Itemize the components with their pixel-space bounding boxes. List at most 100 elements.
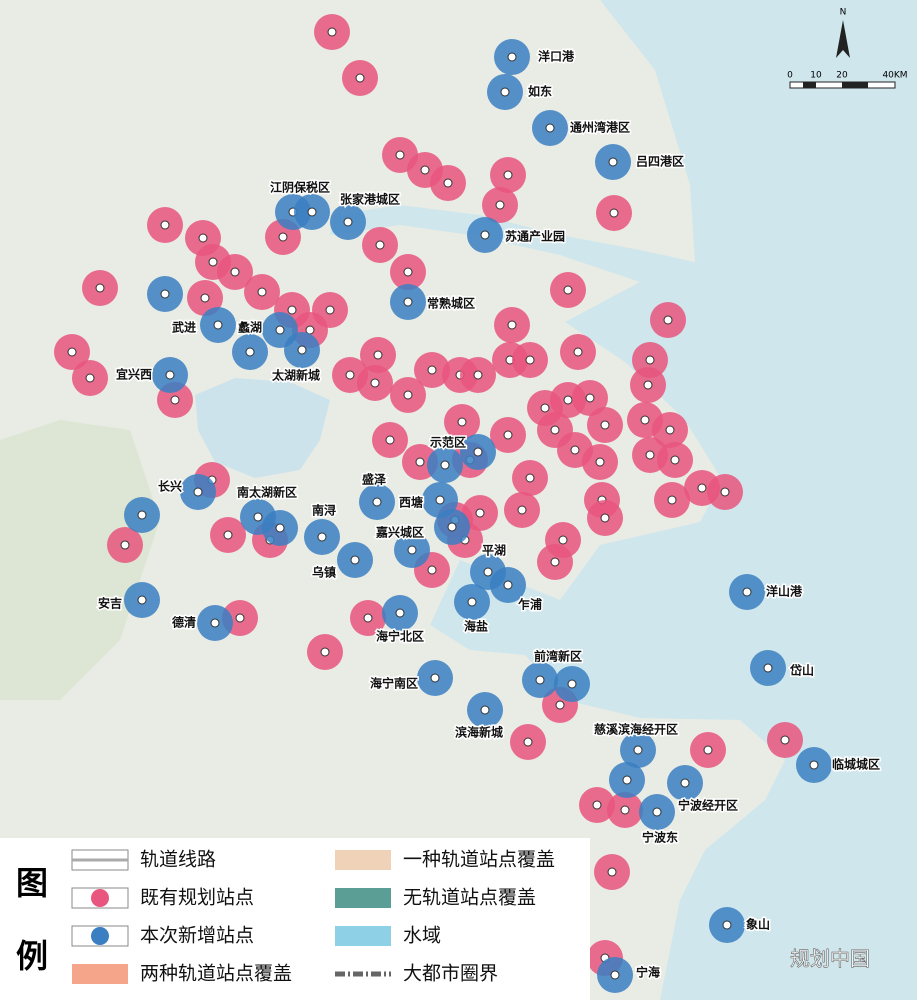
scale-label: 10 [810, 71, 822, 81]
new-station-center [160, 289, 170, 299]
existing-station-center [665, 425, 675, 435]
existing-station-center [415, 457, 425, 467]
hills [0, 420, 160, 700]
existing-station-center [645, 450, 655, 460]
place-label: 滨海新城 [455, 725, 503, 740]
existing-station-center [473, 370, 483, 380]
existing-station-center [403, 267, 413, 277]
existing-station-center [600, 420, 610, 430]
existing-station-center [503, 170, 513, 180]
swatch-new [91, 927, 109, 945]
existing-station-center [420, 165, 430, 175]
place-label: 宁波经开区 [678, 798, 738, 813]
existing-station-center [208, 257, 218, 267]
new-station-center [633, 745, 643, 755]
existing-station-center [523, 737, 533, 747]
existing-station-center [525, 355, 535, 365]
existing-station-center [320, 647, 330, 657]
existing-station-center [645, 355, 655, 365]
existing-station-center [667, 495, 677, 505]
existing-station-center [720, 487, 730, 497]
existing-station-center [95, 283, 105, 293]
existing-station-center [540, 403, 550, 413]
existing-station-center [257, 287, 267, 297]
new-station-center [137, 510, 147, 520]
existing-station-center [385, 435, 395, 445]
new-station-center [440, 460, 450, 470]
watermark: 规划中国 [790, 947, 870, 971]
existing-station-center [457, 417, 467, 427]
new-station-center [395, 608, 405, 618]
place-label: 宁波东 [642, 830, 678, 845]
legend-label: 水域 [403, 925, 441, 947]
scale-label: 0 [787, 71, 793, 81]
existing-station-center [607, 867, 617, 877]
place-label: 武进 [172, 320, 196, 335]
new-station-center [480, 705, 490, 715]
new-station-center [610, 970, 620, 980]
legend-label: 既有规划站点 [140, 887, 254, 909]
scale-bar-segment [803, 82, 816, 88]
place-label: 西塘 [399, 495, 423, 510]
new-station-center [137, 595, 147, 605]
legend-label: 两种轨道站点覆盖 [140, 963, 292, 985]
existing-station-center [67, 347, 77, 357]
existing-station-center [443, 178, 453, 188]
place-label: 洋口港 [538, 49, 575, 64]
place-label: 通州湾港区 [570, 120, 630, 135]
place-label: 岱山 [789, 663, 814, 678]
north-arrow [836, 20, 850, 58]
new-station-center [722, 920, 732, 930]
existing-station-center [230, 267, 240, 277]
place-label: 乍浦 [518, 597, 542, 612]
north-label: N [840, 8, 847, 18]
existing-station-center [373, 350, 383, 360]
yangtze-river [330, 205, 695, 282]
new-station-center [545, 123, 555, 133]
new-station-center [480, 230, 490, 240]
legend-label: 轨道线路 [140, 849, 216, 871]
existing-station-center [573, 347, 583, 357]
new-station-center [193, 487, 203, 497]
new-station-center [809, 760, 819, 770]
existing-station-center [355, 73, 365, 83]
new-station-center [245, 347, 255, 357]
new-station-center [165, 370, 175, 380]
new-station-center [535, 675, 545, 685]
place-label: 宁海 [636, 965, 660, 980]
new-station-center [253, 512, 263, 522]
existing-station-center [223, 530, 233, 540]
existing-station-center [427, 565, 437, 575]
existing-station-center [403, 390, 413, 400]
hangzhou-bay [430, 560, 560, 655]
place-label: 德清 [172, 615, 196, 630]
place-label: 南浔 [312, 503, 336, 518]
existing-station-center [363, 613, 373, 623]
place-label: 张家港城区 [340, 192, 400, 207]
existing-station-center [703, 745, 713, 755]
existing-station-center [595, 457, 605, 467]
existing-station-center [327, 27, 337, 37]
place-label: 洋山港 [766, 584, 803, 599]
existing-station-center [550, 557, 560, 567]
place-label: 常熟城区 [427, 296, 475, 311]
legend-label: 一种轨道站点覆盖 [403, 849, 555, 871]
existing-station-center [592, 800, 602, 810]
existing-station-center [663, 315, 673, 325]
existing-station-center [670, 455, 680, 465]
existing-station-center [375, 240, 385, 250]
legend-label: 大都市圈界 [403, 963, 498, 985]
place-label: 海盐 [464, 619, 488, 634]
legend-label: 本次新增站点 [140, 925, 254, 947]
existing-station-center [620, 805, 630, 815]
existing-station-center [585, 393, 595, 403]
existing-station-center [780, 735, 790, 745]
existing-station-center [395, 150, 405, 160]
place-label: 南太湖新区 [237, 485, 297, 500]
existing-station-center [370, 378, 380, 388]
existing-station-center [600, 513, 610, 523]
new-station-center [317, 532, 327, 542]
existing-station-center [345, 370, 355, 380]
taihu-lake [195, 378, 330, 478]
place-label: 太湖新城 [272, 368, 320, 383]
